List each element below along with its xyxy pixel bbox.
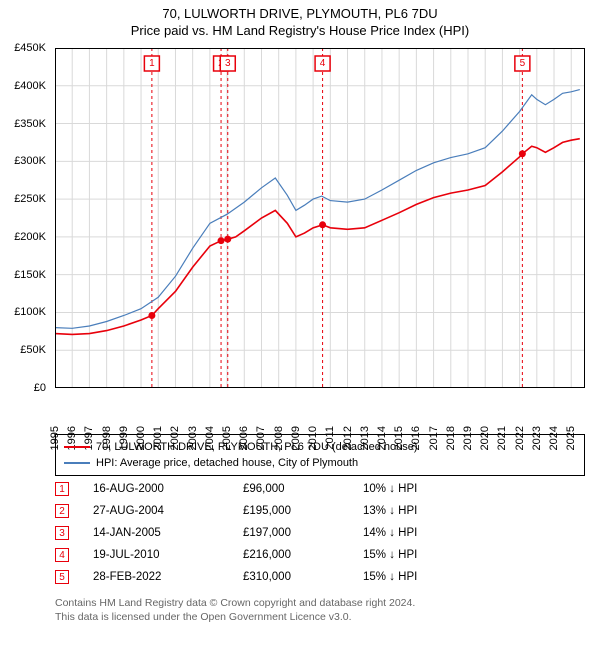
y-tick-label: £300K <box>14 155 46 167</box>
x-axis-labels: 1995199619971998199920002001200220032004… <box>55 392 585 434</box>
y-tick-label: £50K <box>20 344 46 356</box>
sale-hpi-diff: 14% ↓ HPI <box>363 527 585 539</box>
sale-price: £96,000 <box>243 483 363 495</box>
legend: 70, LULWORTH DRIVE, PLYMOUTH, PL6 7DU (d… <box>55 434 585 476</box>
sale-row: 5 28-FEB-2022£310,00015% ↓ HPI <box>55 566 585 588</box>
legend-swatch-property <box>64 446 90 448</box>
sale-price: £195,000 <box>243 505 363 517</box>
footer-line-1: Contains HM Land Registry data © Crown c… <box>55 596 585 610</box>
footer-line-2: This data is licensed under the Open Gov… <box>55 610 585 624</box>
y-tick-label: £450K <box>14 42 46 54</box>
legend-label-property: 70, LULWORTH DRIVE, PLYMOUTH, PL6 7DU (d… <box>96 441 418 453</box>
sale-hpi-diff: 15% ↓ HPI <box>363 571 585 583</box>
legend-item-hpi: HPI: Average price, detached house, City… <box>64 455 576 471</box>
y-tick-label: £0 <box>34 382 46 394</box>
sale-date: 27-AUG-2004 <box>93 505 243 517</box>
footer: Contains HM Land Registry data © Crown c… <box>55 596 585 624</box>
legend-item-property: 70, LULWORTH DRIVE, PLYMOUTH, PL6 7DU (d… <box>64 439 576 455</box>
svg-text:5: 5 <box>520 58 526 69</box>
svg-text:4: 4 <box>320 58 326 69</box>
sale-data-table: 1 16-AUG-2000£96,00010% ↓ HPI 2 27-AUG-2004… <box>55 478 585 588</box>
sale-date: 19-JUL-2010 <box>93 549 243 561</box>
sale-date: 16-AUG-2000 <box>93 483 243 495</box>
titles: 70, LULWORTH DRIVE, PLYMOUTH, PL6 7DU Pr… <box>0 0 600 38</box>
sale-marker-box: 5 <box>55 570 69 584</box>
sale-date: 28-FEB-2022 <box>93 571 243 583</box>
plot-area: 12345 <box>55 48 585 388</box>
sale-hpi-diff: 15% ↓ HPI <box>363 549 585 561</box>
sale-hpi-diff: 10% ↓ HPI <box>363 483 585 495</box>
sale-row: 2 27-AUG-2004£195,00013% ↓ HPI <box>55 500 585 522</box>
legend-swatch-hpi <box>64 462 90 464</box>
sale-price: £197,000 <box>243 527 363 539</box>
y-tick-label: £100K <box>14 306 46 318</box>
sale-date: 14-JAN-2005 <box>93 527 243 539</box>
sale-marker-box: 4 <box>55 548 69 562</box>
sale-row: 3 14-JAN-2005£197,00014% ↓ HPI <box>55 522 585 544</box>
svg-text:3: 3 <box>225 58 231 69</box>
y-tick-label: £150K <box>14 269 46 281</box>
plot-svg: 12345 <box>55 48 585 388</box>
sale-row: 4 19-JUL-2010£216,00015% ↓ HPI <box>55 544 585 566</box>
y-tick-label: £250K <box>14 193 46 205</box>
y-tick-label: £400K <box>14 80 46 92</box>
sale-marker-box: 2 <box>55 504 69 518</box>
sale-marker-box: 1 <box>55 482 69 496</box>
title-line-2: Price paid vs. HM Land Registry's House … <box>0 23 600 38</box>
y-tick-label: £200K <box>14 231 46 243</box>
sale-marker-box: 3 <box>55 526 69 540</box>
sale-price: £216,000 <box>243 549 363 561</box>
svg-text:1: 1 <box>149 58 155 69</box>
y-axis-labels: £0£50K£100K£150K£200K£250K£300K£350K£400… <box>0 48 50 388</box>
chart-container: 70, LULWORTH DRIVE, PLYMOUTH, PL6 7DU Pr… <box>0 0 600 650</box>
title-line-1: 70, LULWORTH DRIVE, PLYMOUTH, PL6 7DU <box>0 6 600 21</box>
sale-price: £310,000 <box>243 571 363 583</box>
y-tick-label: £350K <box>14 118 46 130</box>
sale-hpi-diff: 13% ↓ HPI <box>363 505 585 517</box>
sale-row: 1 16-AUG-2000£96,00010% ↓ HPI <box>55 478 585 500</box>
legend-label-hpi: HPI: Average price, detached house, City… <box>96 457 358 469</box>
